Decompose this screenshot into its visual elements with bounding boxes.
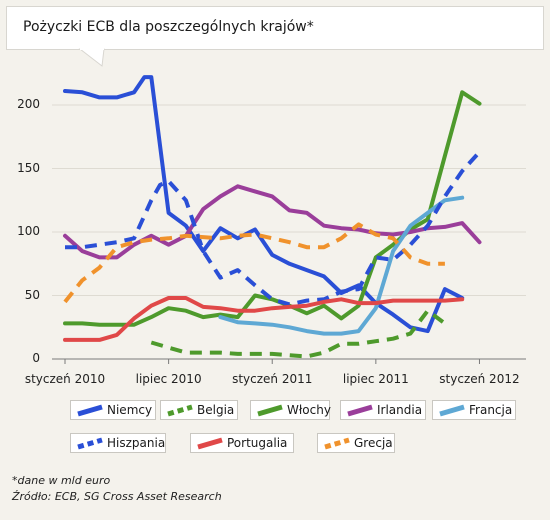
legend-item-hiszpania: Hiszpania (70, 433, 166, 453)
legend-swatch (77, 437, 103, 450)
legend-item-belgia: Belgia (160, 400, 238, 420)
x-tick-label: styczeń 2010 (24, 372, 106, 386)
legend-label: Irlandia (377, 403, 423, 417)
legend-item-francja: Francja (432, 400, 516, 420)
legend-label: Hiszpania (107, 436, 166, 450)
series-line-niemcy (63, 75, 465, 334)
y-tick-label: 200 (17, 97, 40, 111)
chart-title: Pożyczki ECB dla poszczególnych krajów* (23, 19, 314, 35)
series-line-belgia (150, 308, 447, 359)
legend-swatch (439, 404, 465, 417)
legend-label: Niemcy (107, 403, 153, 417)
legend-label: Grecja (354, 436, 393, 450)
y-tick-label: 0 (32, 351, 40, 365)
series-line-grecja (63, 222, 445, 304)
series-line-portugalia (63, 296, 465, 342)
legend-swatch (197, 437, 223, 450)
x-tick-label: styczeń 2011 (232, 372, 313, 386)
legend-swatch (257, 404, 283, 417)
title-box: Pożyczki ECB dla poszczególnych krajów* (6, 6, 544, 50)
legend-item-włochy: Włochy (250, 400, 331, 420)
legend-label: Francja (469, 403, 513, 417)
series-line-włochy (63, 90, 482, 327)
y-tick-label: 150 (17, 160, 40, 175)
source-note: Źródło: ECB, SG Cross Asset Research (12, 490, 222, 503)
footnote: *dane w mld euro (12, 474, 111, 487)
legend-swatch (167, 404, 193, 417)
legend-swatch (324, 437, 350, 450)
x-tick-label: lipiec 2011 (342, 372, 409, 386)
y-tick-label: 100 (17, 224, 40, 238)
y-tick-label: 50 (24, 287, 40, 302)
legend-item-niemcy: Niemcy (70, 400, 156, 420)
legend-swatch (347, 404, 373, 417)
legend-label: Portugalia (227, 436, 288, 450)
x-tick-label: lipiec 2010 (135, 372, 202, 386)
legend-swatch (77, 404, 103, 417)
legend-item-irlandia: Irlandia (340, 400, 426, 420)
series-line-hiszpania (65, 150, 481, 307)
x-tick-label: styczeń 2012 (439, 372, 520, 386)
legend-item-portugalia: Portugalia (190, 433, 294, 453)
legend-item-grecja: Grecja (317, 433, 395, 453)
legend-label: Belgia (197, 403, 235, 417)
legend-label: Włochy (287, 403, 331, 417)
series-line-francja (218, 195, 465, 336)
series-line-irlandia (63, 184, 482, 260)
